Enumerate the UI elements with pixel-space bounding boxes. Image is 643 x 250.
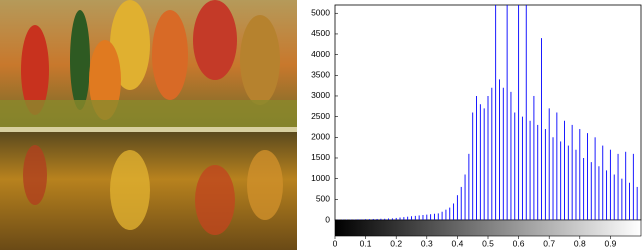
x-tick-label: 0.5 [482, 238, 494, 248]
x-tick-label: 0.3 [421, 238, 433, 248]
y-tick-label: 2000 [311, 132, 330, 142]
x-tick-label: 0.9 [604, 238, 616, 248]
y-tick-label: 0 [325, 214, 330, 224]
colorbar [335, 220, 641, 236]
x-tick-label: 0.7 [543, 238, 555, 248]
x-tick-label: 0.6 [513, 238, 525, 248]
y-tick-label: 3000 [311, 90, 330, 100]
photo [0, 0, 297, 250]
y-tick-label: 3500 [311, 70, 330, 80]
screen: 0 500 1000 1500 2000 2500 3000 3500 4000 4500 5000… [0, 0, 643, 250]
y-tick-label: 500 [316, 194, 330, 204]
x-tick-label: 0.1 [360, 238, 372, 248]
y-tick-label: 1000 [311, 173, 330, 183]
y-tick-label: 4500 [311, 28, 330, 38]
y-tick-label: 2500 [311, 111, 330, 121]
x-tick-label: 0 [333, 238, 338, 248]
x-tick-label: 0.2 [390, 238, 402, 248]
y-tick-label: 1500 [311, 152, 330, 162]
y-tick-label: 5000 [311, 8, 330, 18]
y-tick-label: 4000 [311, 49, 330, 59]
x-tick-label: 0.4 [451, 238, 463, 248]
x-tick-label: 0.8 [574, 238, 586, 248]
page: 0 500 1000 1500 2000 2500 3000 3500 4000 4500 5000… [0, 0, 643, 250]
